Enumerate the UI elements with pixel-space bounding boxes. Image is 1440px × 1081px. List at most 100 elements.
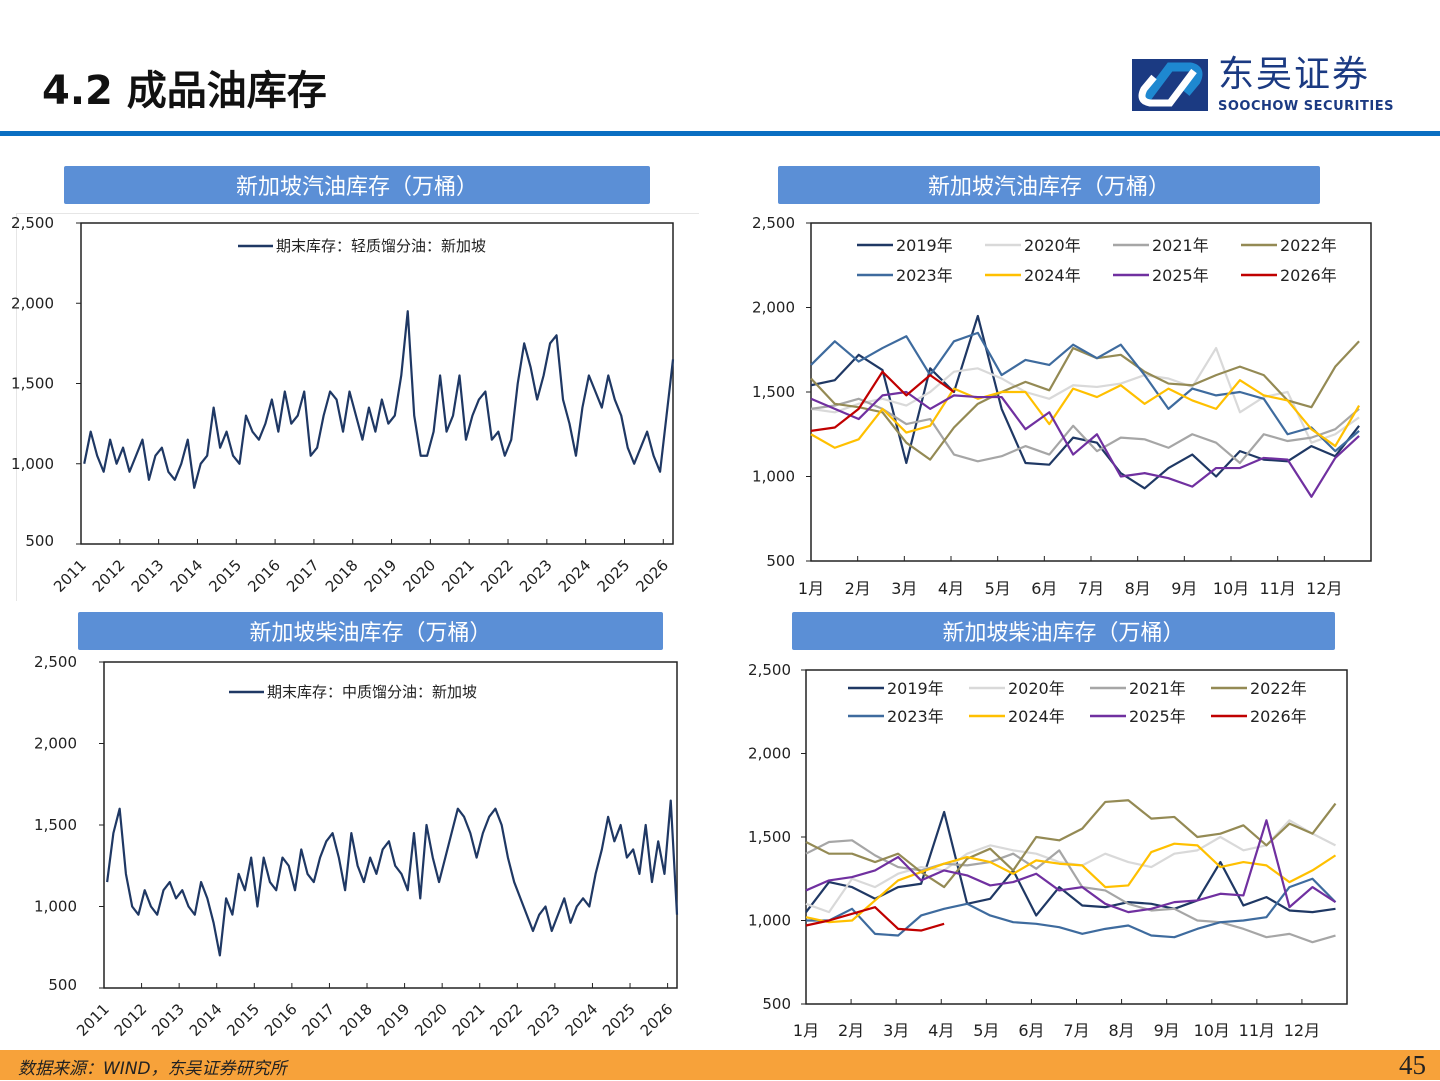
legend-label: 2025年 <box>1129 707 1186 726</box>
x-tick-label: 2020 <box>399 556 439 596</box>
y-tick-label: 1,000 <box>752 468 795 486</box>
y-tick-label: 500 <box>762 995 791 1013</box>
chart-2: 5001,0001,5002,0002,50020112012201320142… <box>34 653 679 1040</box>
x-tick-label: 2016 <box>261 1000 301 1040</box>
x-tick-label: 2025 <box>594 556 634 596</box>
series-line-2021年 <box>805 839 1336 944</box>
series-line-2019年 <box>810 314 1360 490</box>
footer-bar: 数据来源：WIND，东吴证券研究所 45 <box>0 1050 1440 1080</box>
x-tick-label: 2015 <box>205 556 245 596</box>
x-tick-label: 8月 <box>1108 1021 1134 1040</box>
x-tick-label: 2024 <box>562 1000 602 1040</box>
y-tick-label: 500 <box>766 552 795 570</box>
logo-en-text: SOOCHOW SECURITIES <box>1218 99 1394 114</box>
series-line-2026年 <box>805 906 945 932</box>
legend-label: 2019年 <box>896 236 953 255</box>
legend-label: 2020年 <box>1024 236 1081 255</box>
y-tick-label: 2,500 <box>752 214 795 232</box>
y-tick-label: 1,000 <box>34 898 77 916</box>
legend-label: 2022年 <box>1280 236 1337 255</box>
series-line-2023年 <box>810 331 1360 453</box>
legend-label: 期末库存：轻质馏分油：新加坡 <box>276 237 486 255</box>
series-line-2022年 <box>810 340 1360 461</box>
data-source: 数据来源：WIND，东吴证券研究所 <box>18 1059 287 1079</box>
x-tick-label: 2021 <box>449 1000 489 1040</box>
x-tick-label: 3月 <box>883 1021 909 1040</box>
series-line-2025年 <box>805 819 1337 914</box>
logo-mark-icon <box>1132 59 1208 111</box>
x-tick-label: 2025 <box>599 1000 639 1040</box>
x-tick-label: 2月 <box>845 579 871 598</box>
chart-title-sg-diesel-history: 新加坡柴油库存（万桶） <box>78 612 663 650</box>
header-divider <box>0 131 1440 136</box>
x-tick-label: 2013 <box>148 1000 188 1040</box>
x-tick-label: 2023 <box>524 1000 564 1040</box>
plot-area <box>103 661 678 989</box>
y-tick-label: 2,000 <box>748 745 791 763</box>
x-tick-label: 5月 <box>973 1021 999 1040</box>
legend-label: 期末库存：中质馏分油：新加坡 <box>267 683 477 701</box>
y-tick-label: 1,500 <box>34 816 77 834</box>
page-title: 4.2 成品油库存 <box>42 68 327 114</box>
x-tick-label: 11月 <box>1239 1021 1275 1040</box>
x-tick-label: 2018 <box>322 556 362 596</box>
x-tick-label: 2024 <box>555 556 595 596</box>
legend-label: 2021年 <box>1152 236 1209 255</box>
x-tick-label: 7月 <box>1063 1021 1089 1040</box>
y-tick-label: 1,500 <box>11 375 54 393</box>
chart-title-sg-diesel-seasonal: 新加坡柴油库存（万桶） <box>792 612 1335 650</box>
y-tick-label: 2,500 <box>11 214 54 232</box>
x-tick-label: 10月 <box>1194 1021 1230 1040</box>
x-tick-label: 2021 <box>438 556 478 596</box>
legend-label: 2023年 <box>887 707 944 726</box>
x-tick-label: 2015 <box>223 1000 263 1040</box>
x-tick-label: 2026 <box>637 1000 677 1040</box>
x-tick-label: 2011 <box>73 1000 113 1040</box>
series-line-2024年 <box>805 842 1337 924</box>
x-tick-label: 2019 <box>374 1000 414 1040</box>
x-tick-label: 9月 <box>1171 579 1197 598</box>
x-tick-label: 2019 <box>361 556 401 596</box>
y-tick-label: 2,500 <box>34 653 77 671</box>
legend-label: 2024年 <box>1024 266 1081 285</box>
chart-title-sg-gasoline-seasonal: 新加坡汽油库存（万桶） <box>778 166 1320 204</box>
x-tick-label: 2016 <box>244 556 284 596</box>
chart-3: 500 1,000 1,500 2,000 2,500 1月 2月 3月 4月 5月 6月 7月 8月 9… <box>748 661 1348 1040</box>
company-logo: 东吴证券 SOOCHOW SECURITIES <box>1132 55 1422 117</box>
y-tick-label: 2,000 <box>34 735 77 753</box>
legend-label: 2021年 <box>1129 679 1186 698</box>
x-tick-label: 9月 <box>1154 1021 1180 1040</box>
series-line <box>106 799 679 957</box>
x-tick-label: 8月 <box>1125 579 1151 598</box>
x-tick-label: 2012 <box>89 556 129 596</box>
x-tick-label: 2月 <box>838 1021 864 1040</box>
x-tick-label: 2022 <box>477 556 517 596</box>
chart-1: 500 1,000 1,500 2,000 2,500 1月 2月 3月 4月 5月 6月 7月 8月 9… <box>752 214 1372 598</box>
x-tick-label: 2017 <box>283 556 323 596</box>
x-tick-label: 12月 <box>1284 1021 1320 1040</box>
x-tick-label: 4月 <box>928 1021 954 1040</box>
x-tick-label: 4月 <box>938 579 964 598</box>
x-tick-label: 2014 <box>167 556 207 596</box>
x-tick-label: 6月 <box>1031 579 1057 598</box>
y-tick-label: 2,000 <box>752 299 795 317</box>
x-tick-label: 2022 <box>486 1000 526 1040</box>
legend-label: 2023年 <box>896 266 953 285</box>
y-tick-label: 1,500 <box>752 383 795 401</box>
series-line-2026年 <box>810 370 955 432</box>
page-number: 45 <box>1399 1050 1426 1080</box>
series-line <box>83 310 675 489</box>
x-tick-label: 2023 <box>516 556 556 596</box>
legend-label: 2026年 <box>1250 707 1307 726</box>
y-tick-label: 500 <box>25 532 54 550</box>
y-tick-label: 1,500 <box>748 828 791 846</box>
chart-frame <box>16 213 699 601</box>
series-line-2022年 <box>805 799 1337 889</box>
x-tick-label: 5月 <box>985 579 1011 598</box>
y-tick-label: 1,000 <box>748 912 791 930</box>
x-tick-label: 2020 <box>411 1000 451 1040</box>
x-tick-label: 12月 <box>1306 579 1342 598</box>
plot-area <box>80 222 674 545</box>
